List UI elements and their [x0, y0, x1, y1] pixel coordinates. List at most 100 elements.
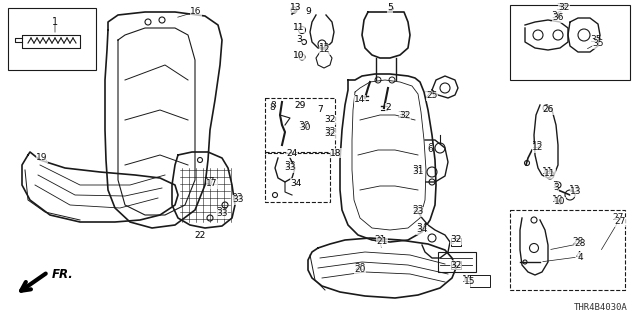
Bar — [510, 210, 625, 290]
Text: 31: 31 — [412, 165, 424, 174]
Text: 8: 8 — [270, 101, 276, 110]
Text: 32: 32 — [324, 130, 336, 139]
Text: 14: 14 — [355, 95, 365, 105]
Text: 31: 31 — [412, 167, 424, 177]
Text: 18: 18 — [330, 148, 342, 157]
Text: 32: 32 — [451, 260, 461, 269]
Text: 35: 35 — [590, 36, 602, 44]
Text: 6: 6 — [427, 143, 433, 153]
Text: 23: 23 — [412, 207, 424, 217]
Text: FR.: FR. — [52, 268, 74, 281]
Text: 3: 3 — [553, 182, 559, 191]
Text: 36: 36 — [552, 13, 564, 22]
Text: 10: 10 — [293, 51, 305, 60]
Text: 3: 3 — [296, 36, 302, 44]
Bar — [8, 8, 96, 70]
Text: 26: 26 — [542, 106, 554, 115]
Text: 5: 5 — [387, 4, 393, 12]
Text: 23: 23 — [412, 205, 424, 214]
Text: 21: 21 — [374, 236, 386, 244]
Bar — [451, 238, 461, 246]
Text: 32: 32 — [399, 111, 411, 121]
Text: 13: 13 — [570, 188, 582, 196]
Text: 29: 29 — [294, 101, 306, 110]
Text: 11: 11 — [293, 23, 305, 33]
Bar — [265, 152, 330, 202]
Text: 11: 11 — [544, 170, 556, 179]
Text: 33: 33 — [216, 210, 228, 219]
Text: 17: 17 — [206, 180, 218, 188]
Text: 28: 28 — [572, 237, 584, 246]
Text: 12: 12 — [319, 44, 331, 52]
Text: 4: 4 — [575, 251, 581, 260]
Text: 11: 11 — [293, 23, 305, 33]
Text: 7: 7 — [317, 106, 323, 115]
Text: 34: 34 — [416, 223, 428, 233]
Text: 8: 8 — [269, 103, 275, 113]
Text: 25: 25 — [424, 92, 436, 100]
Text: 32: 32 — [451, 260, 461, 269]
Text: 12: 12 — [532, 141, 544, 150]
Text: 33: 33 — [231, 194, 243, 203]
Text: 32: 32 — [324, 116, 336, 124]
Text: 10: 10 — [293, 51, 305, 60]
Text: 20: 20 — [355, 266, 365, 275]
Text: 22: 22 — [195, 230, 205, 239]
Text: 15: 15 — [462, 276, 474, 284]
Bar — [451, 261, 461, 269]
Text: 3: 3 — [296, 36, 302, 44]
Text: 26: 26 — [542, 106, 554, 115]
Text: 10: 10 — [554, 197, 566, 206]
Text: 13: 13 — [291, 4, 301, 12]
Text: 30: 30 — [300, 124, 311, 132]
Bar — [438, 252, 476, 272]
Text: 6: 6 — [427, 146, 433, 155]
Text: 15: 15 — [464, 277, 476, 286]
Text: 32: 32 — [324, 116, 336, 124]
Text: 17: 17 — [204, 178, 216, 187]
Text: 2: 2 — [385, 103, 391, 113]
Text: 20: 20 — [355, 263, 365, 273]
Text: 24: 24 — [286, 148, 298, 157]
Text: 34: 34 — [416, 226, 428, 235]
Text: 4: 4 — [577, 252, 583, 261]
Text: 24: 24 — [286, 148, 298, 157]
Text: 19: 19 — [36, 154, 48, 163]
Text: 32: 32 — [451, 236, 461, 244]
Text: 32: 32 — [451, 236, 461, 244]
Bar — [265, 98, 335, 153]
Text: 13: 13 — [291, 4, 301, 12]
Text: 5: 5 — [387, 3, 393, 13]
Text: 16: 16 — [190, 7, 202, 17]
Text: 21: 21 — [376, 237, 388, 246]
Text: 13: 13 — [569, 186, 580, 195]
Text: 34: 34 — [291, 179, 301, 188]
Text: 25: 25 — [426, 92, 438, 100]
Text: 3: 3 — [552, 180, 558, 189]
Text: 32: 32 — [397, 111, 409, 121]
Text: 1: 1 — [52, 17, 58, 27]
Text: 14: 14 — [355, 95, 365, 105]
Text: 27: 27 — [614, 218, 626, 227]
Text: 11: 11 — [542, 167, 554, 177]
Text: 30: 30 — [298, 122, 310, 131]
Text: THR4B4030A: THR4B4030A — [574, 303, 628, 312]
Text: 12: 12 — [319, 45, 331, 54]
Text: 33: 33 — [232, 196, 244, 204]
Text: 9: 9 — [305, 7, 311, 17]
Text: 9: 9 — [305, 7, 311, 17]
Text: 18: 18 — [330, 148, 342, 157]
Text: 32: 32 — [324, 127, 336, 137]
Text: 29: 29 — [294, 101, 306, 110]
Text: 12: 12 — [532, 143, 544, 153]
Text: 33: 33 — [284, 162, 296, 171]
Text: 7: 7 — [317, 106, 323, 115]
Text: 32: 32 — [556, 4, 568, 12]
Text: 32: 32 — [558, 4, 570, 12]
Text: 33: 33 — [284, 164, 296, 172]
Text: 10: 10 — [552, 196, 564, 204]
Text: 28: 28 — [574, 239, 586, 249]
Text: 34: 34 — [291, 179, 301, 188]
Text: 27: 27 — [612, 213, 624, 222]
Text: 35: 35 — [592, 39, 604, 49]
